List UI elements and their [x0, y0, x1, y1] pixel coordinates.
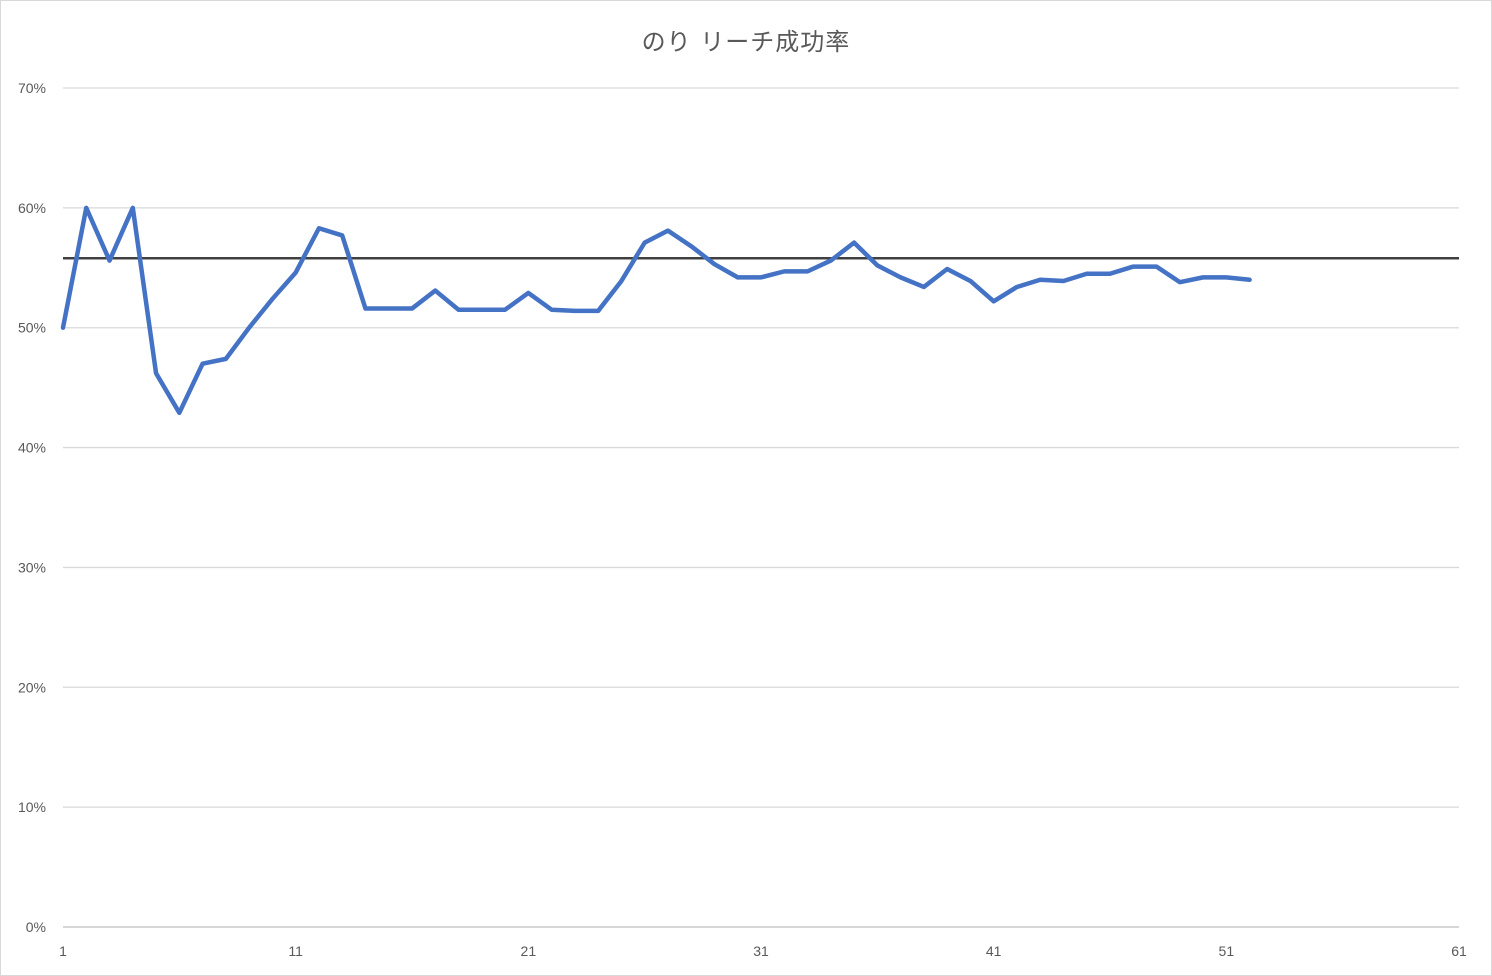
x-tick-label: 11 — [288, 943, 303, 959]
data-point — [619, 279, 623, 283]
x-tick-label: 41 — [986, 943, 1002, 959]
data-point — [340, 233, 344, 237]
data-point — [596, 309, 600, 313]
data-point — [968, 279, 972, 283]
data-point — [480, 308, 484, 312]
data-point — [666, 229, 670, 233]
x-tick-label: 1 — [59, 943, 67, 959]
data-point — [643, 241, 647, 245]
data-point — [1131, 265, 1135, 269]
data-point — [689, 244, 693, 248]
data-point — [1108, 272, 1112, 276]
x-tick-label: 61 — [1451, 943, 1467, 959]
data-point — [550, 308, 554, 312]
data-point — [270, 297, 274, 301]
data-point — [736, 275, 740, 279]
y-tick-label: 70% — [18, 80, 46, 96]
data-point — [759, 275, 763, 279]
data-point — [782, 269, 786, 273]
data-point — [899, 275, 903, 279]
data-point — [108, 259, 112, 263]
data-point — [177, 411, 181, 415]
y-tick-label: 20% — [18, 679, 46, 695]
data-point — [829, 259, 833, 263]
x-tick-label: 21 — [521, 943, 537, 959]
y-tick-label: 50% — [18, 320, 46, 336]
data-point — [457, 308, 461, 312]
data-point — [806, 269, 810, 273]
data-point — [84, 206, 88, 210]
data-point — [317, 226, 321, 230]
data-point — [1155, 265, 1159, 269]
data-point — [201, 362, 205, 366]
data-point — [61, 326, 65, 330]
data-point — [247, 326, 251, 330]
y-tick-label: 10% — [18, 799, 46, 815]
x-tick-label: 51 — [1219, 943, 1235, 959]
data-point — [387, 307, 391, 311]
data-point — [433, 289, 437, 293]
data-point — [992, 299, 996, 303]
data-point — [1224, 275, 1228, 279]
data-point — [1201, 275, 1205, 279]
data-point — [573, 309, 577, 313]
data-point — [294, 271, 298, 275]
y-tick-label: 60% — [18, 200, 46, 216]
data-point — [503, 308, 507, 312]
data-point — [945, 267, 949, 271]
data-point — [1015, 285, 1019, 289]
y-tick-label: 0% — [26, 919, 46, 935]
data-point — [1248, 278, 1252, 282]
series-line — [60, 205, 1252, 416]
x-tick-label: 31 — [753, 943, 769, 959]
y-tick-label: 30% — [18, 559, 46, 575]
data-point — [712, 262, 716, 266]
data-point — [1061, 279, 1065, 283]
data-point — [131, 206, 135, 210]
chart-title: のり リーチ成功率 — [641, 28, 851, 56]
data-point — [875, 263, 879, 267]
data-point — [922, 285, 926, 289]
data-point — [1038, 278, 1042, 282]
data-point — [1178, 280, 1182, 284]
data-point — [154, 371, 158, 375]
data-point — [852, 241, 856, 245]
y-tick-label: 40% — [18, 440, 46, 456]
data-point — [363, 307, 367, 311]
data-point — [526, 291, 530, 295]
data-point — [1085, 272, 1089, 276]
data-point — [410, 307, 414, 311]
data-point — [224, 357, 228, 361]
